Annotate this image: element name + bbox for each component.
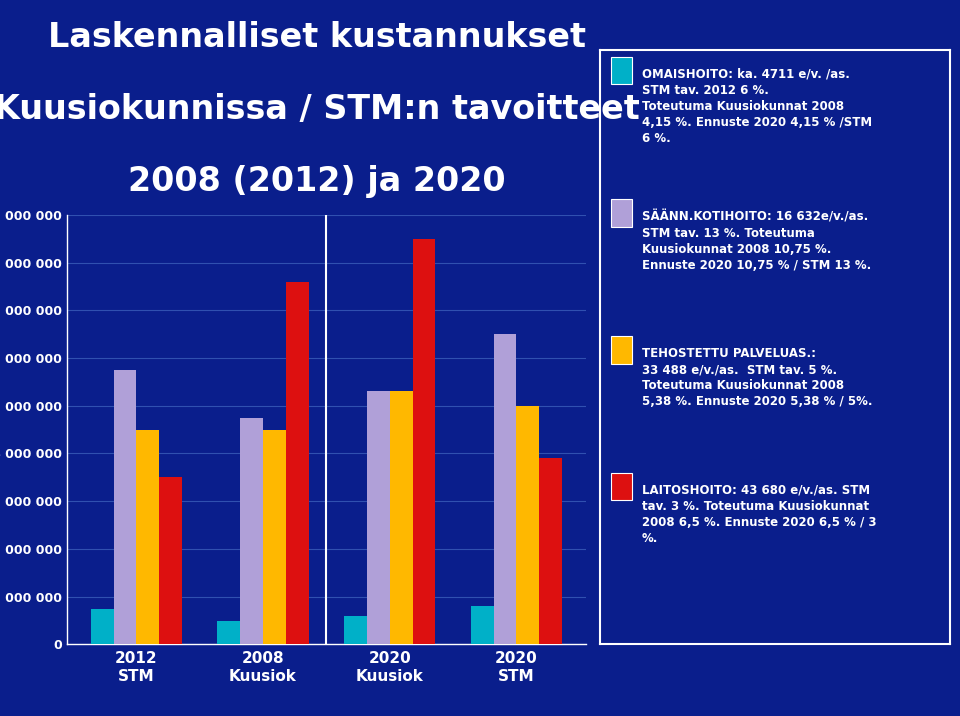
FancyBboxPatch shape bbox=[611, 473, 632, 500]
Bar bbox=[286, 281, 309, 644]
Bar bbox=[344, 616, 367, 644]
Bar bbox=[263, 430, 286, 644]
Text: 2008 (2012) ja 2020: 2008 (2012) ja 2020 bbox=[128, 165, 506, 198]
Bar bbox=[390, 392, 413, 644]
Text: Laskennalliset kustannukset: Laskennalliset kustannukset bbox=[48, 21, 586, 54]
Bar bbox=[218, 621, 240, 644]
Bar bbox=[493, 334, 516, 644]
Bar bbox=[470, 606, 493, 644]
Text: SÄÄNN.KOTIHOITO: 16 632e/v./as.
STM tav. 13 %. Toteutuma
Kuusiokunnat 2008 10,75: SÄÄNN.KOTIHOITO: 16 632e/v./as. STM tav.… bbox=[642, 211, 872, 271]
Text: LAITOSHOITO: 43 680 e/v./as. STM
tav. 3 %. Toteutuma Kuusiokunnat
2008 6,5 %. En: LAITOSHOITO: 43 680 e/v./as. STM tav. 3 … bbox=[642, 484, 876, 545]
Bar bbox=[113, 370, 136, 644]
Bar bbox=[91, 609, 113, 644]
Bar bbox=[136, 430, 159, 644]
FancyBboxPatch shape bbox=[611, 57, 632, 84]
Text: TEHOSTETTU PALVELUAS.:
33 488 e/v./as.  STM tav. 5 %.
Toteutuma Kuusiokunnat 200: TEHOSTETTU PALVELUAS.: 33 488 e/v./as. S… bbox=[642, 347, 873, 408]
FancyBboxPatch shape bbox=[611, 199, 632, 227]
Bar bbox=[413, 238, 435, 644]
Bar bbox=[367, 392, 390, 644]
Bar bbox=[240, 417, 263, 644]
Text: Kuusiokunnissa / STM:n tavoitteet: Kuusiokunnissa / STM:n tavoitteet bbox=[0, 93, 639, 126]
Text: OMAISHOITO: ka. 4711 e/v. /as.
STM tav. 2012 6 %.
Toteutuma Kuusiokunnat 2008
4,: OMAISHOITO: ka. 4711 e/v. /as. STM tav. … bbox=[642, 68, 873, 145]
Bar bbox=[516, 406, 540, 644]
Bar bbox=[159, 478, 182, 644]
FancyBboxPatch shape bbox=[611, 336, 632, 364]
Bar bbox=[540, 458, 562, 644]
